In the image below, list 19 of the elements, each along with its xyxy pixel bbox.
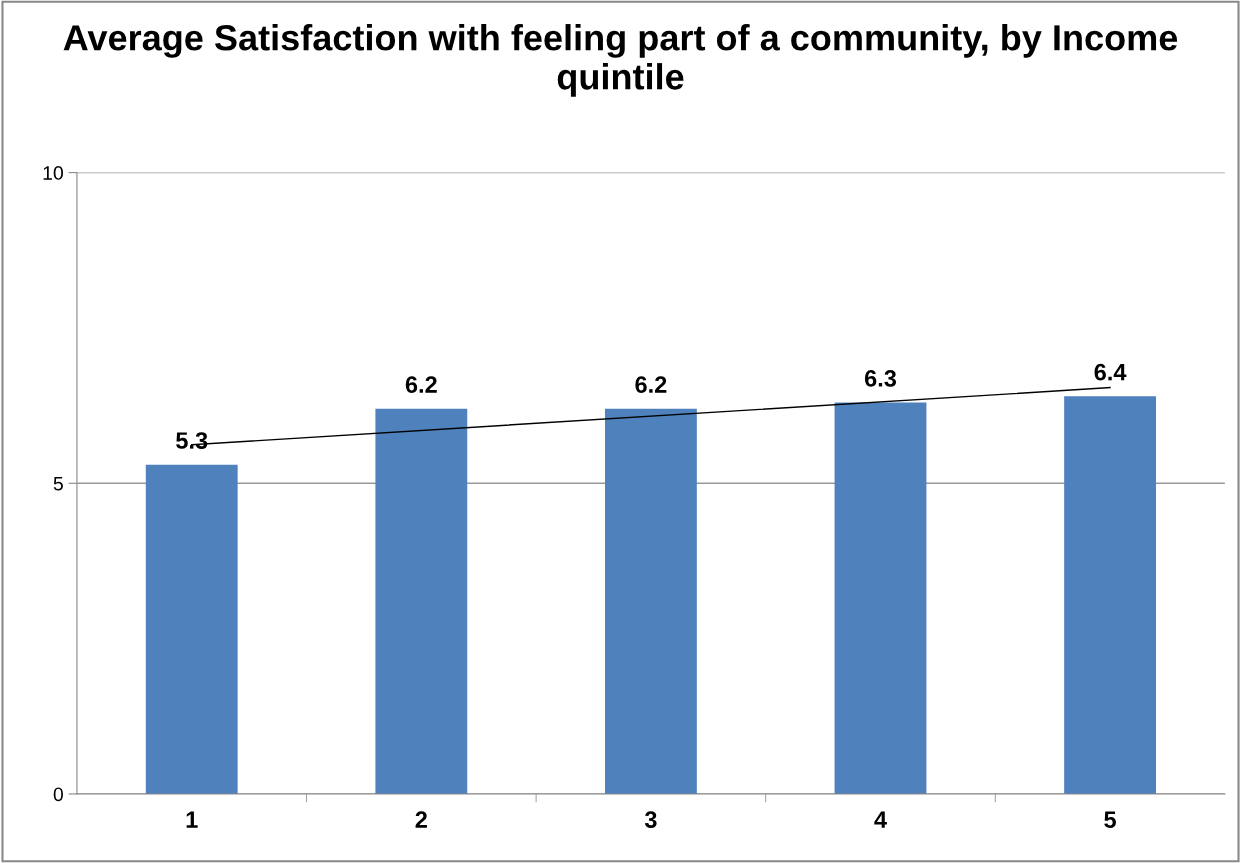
data-label: 6.4	[1094, 363, 1127, 381]
y-tick-label: 0	[53, 787, 63, 802]
bar	[375, 408, 468, 794]
x-tick-label: 1	[186, 811, 198, 828]
x-tick-label: 2	[415, 811, 427, 828]
x-tick-label: 4	[874, 811, 887, 828]
bar	[145, 464, 238, 794]
chart-title: Average Satisfaction with feeling part of a community, by Income quintile	[63, 24, 1178, 97]
y-tick-label: 5	[53, 476, 63, 491]
bar	[604, 408, 697, 794]
data-label: 6.2	[405, 376, 437, 393]
bar	[834, 402, 927, 794]
x-tick-label: 5	[1104, 811, 1116, 828]
data-label: 5.3	[176, 432, 208, 449]
data-label: 6.3	[864, 370, 897, 387]
bar	[1064, 396, 1156, 794]
x-tick-label: 3	[644, 811, 657, 828]
data-label: 6.2	[635, 376, 667, 393]
y-tick-label: 10	[43, 166, 63, 180]
